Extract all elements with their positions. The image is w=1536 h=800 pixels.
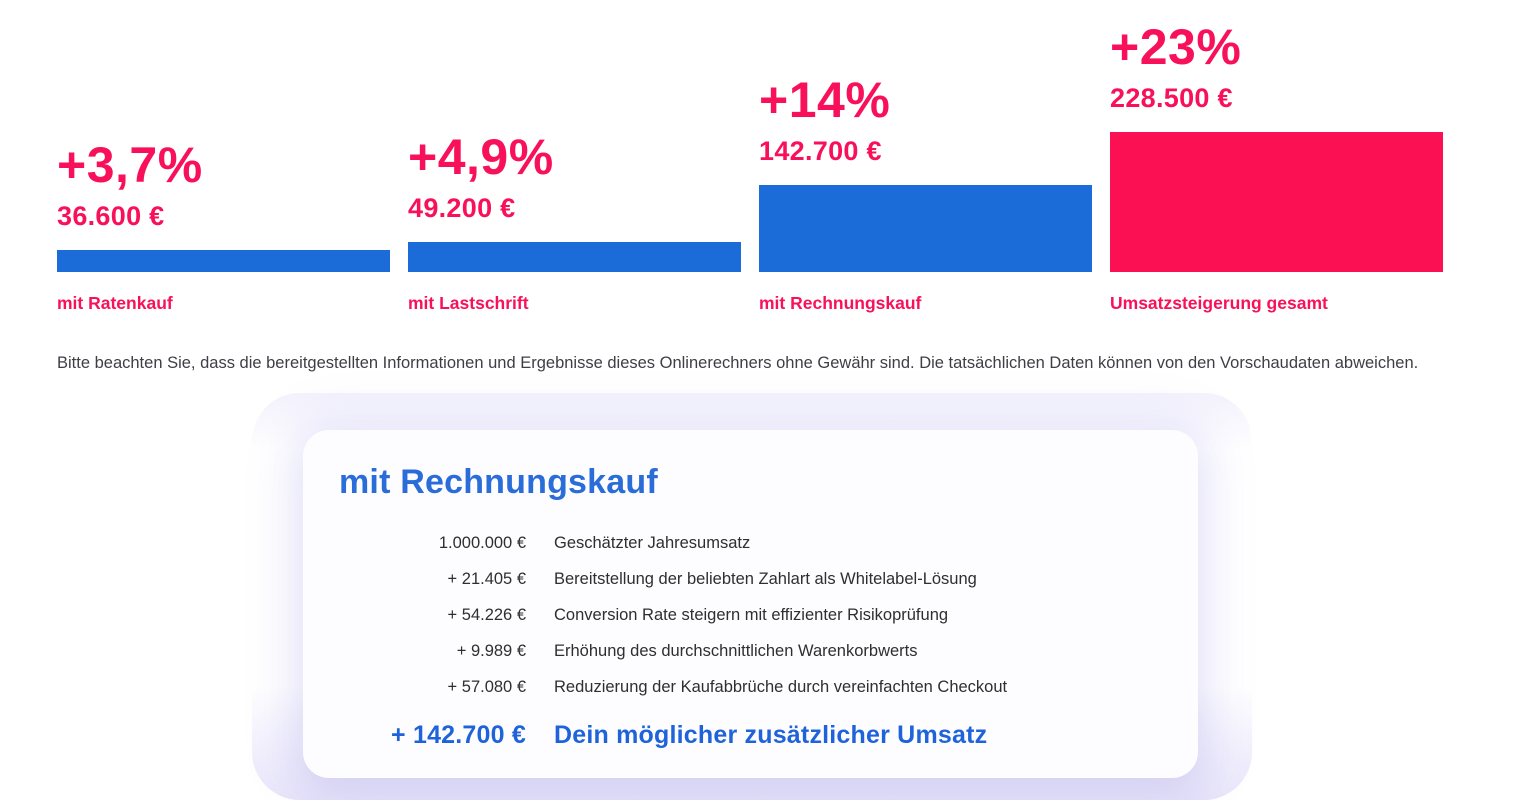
amount-cell: + 21.405 €	[447, 569, 526, 588]
table-row: + 54.226 € Conversion Rate steigern mit …	[339, 597, 1158, 633]
bar-rechnungskauf	[759, 185, 1092, 272]
chart-column-rechnungskauf: +14% 142.700 €	[759, 74, 1092, 272]
percent-value: +14%	[759, 72, 891, 128]
category-label: Umsatzsteigerung gesamt	[1110, 293, 1328, 313]
table-row: 1.000.000 € Geschätzter Jahresumsatz	[339, 525, 1158, 561]
amount-cell: + 54.226 €	[447, 605, 526, 624]
description-cell: Bereitstellung der beliebten Zahlart als…	[554, 569, 977, 588]
bar-ratenkauf	[57, 250, 390, 272]
table-total-row: + 142.700 € Dein möglicher zusätzlicher …	[339, 715, 1158, 756]
percent-value: +4,9%	[408, 129, 554, 185]
amount-value: 228.500 €	[1110, 83, 1233, 113]
amount-cell: + 57.080 €	[447, 677, 526, 696]
chart-column-lastschrift: +4,9% 49.200 €	[408, 131, 741, 272]
description-cell: Reduzierung der Kaufabbrüche durch verei…	[554, 677, 1008, 696]
amount-cell: 1.000.000 €	[438, 533, 526, 552]
table-row: + 9.989 € Erhöhung des durchschnittliche…	[339, 633, 1158, 669]
card-title: mit Rechnungskauf	[339, 463, 658, 501]
chart-column-ratenkauf: +3,7% 36.600 €	[57, 139, 390, 272]
amount-value: 49.200 €	[408, 193, 516, 223]
total-label: Dein möglicher zusätzlicher Umsatz	[554, 721, 988, 749]
chart-column-gesamt: +23% 228.500 €	[1110, 21, 1443, 272]
disclaimer-text: Bitte beachten Sie, dass die bereitgeste…	[57, 353, 1419, 372]
table-row: + 57.080 € Reduzierung der Kaufabbrüche …	[339, 669, 1158, 705]
amount-cell: + 9.989 €	[456, 641, 526, 660]
bar-lastschrift	[408, 242, 741, 272]
percent-value: +23%	[1110, 19, 1242, 75]
bar-gesamt	[1110, 132, 1443, 272]
amount-value: 142.700 €	[759, 136, 882, 166]
amount-value: 36.600 €	[57, 201, 165, 231]
percent-value: +3,7%	[57, 137, 203, 193]
total-amount: + 142.700 €	[391, 721, 526, 749]
category-label: mit Lastschrift	[408, 293, 529, 313]
chart-columns: +3,7% 36.600 € +4,9% 49.200 € +14% 142.7…	[57, 0, 1443, 272]
results-card: mit Rechnungskauf 1.000.000 € Geschätzte…	[303, 430, 1198, 778]
category-label: mit Rechnungskauf	[759, 293, 922, 313]
chart-category-labels: mit Ratenkauf mit Lastschrift mit Rechnu…	[57, 293, 1443, 314]
description-cell: Erhöhung des durchschnittlichen Warenkor…	[554, 641, 918, 660]
results-table: 1.000.000 € Geschätzter Jahresumsatz + 2…	[339, 525, 1158, 756]
revenue-uplift-chart: +3,7% 36.600 € +4,9% 49.200 € +14% 142.7…	[57, 0, 1443, 314]
table-row: + 21.405 € Bereitstellung der beliebten …	[339, 561, 1158, 597]
description-cell: Geschätzter Jahresumsatz	[554, 533, 751, 552]
description-cell: Conversion Rate steigern mit effizienter…	[554, 605, 949, 624]
category-label: mit Ratenkauf	[57, 293, 173, 313]
